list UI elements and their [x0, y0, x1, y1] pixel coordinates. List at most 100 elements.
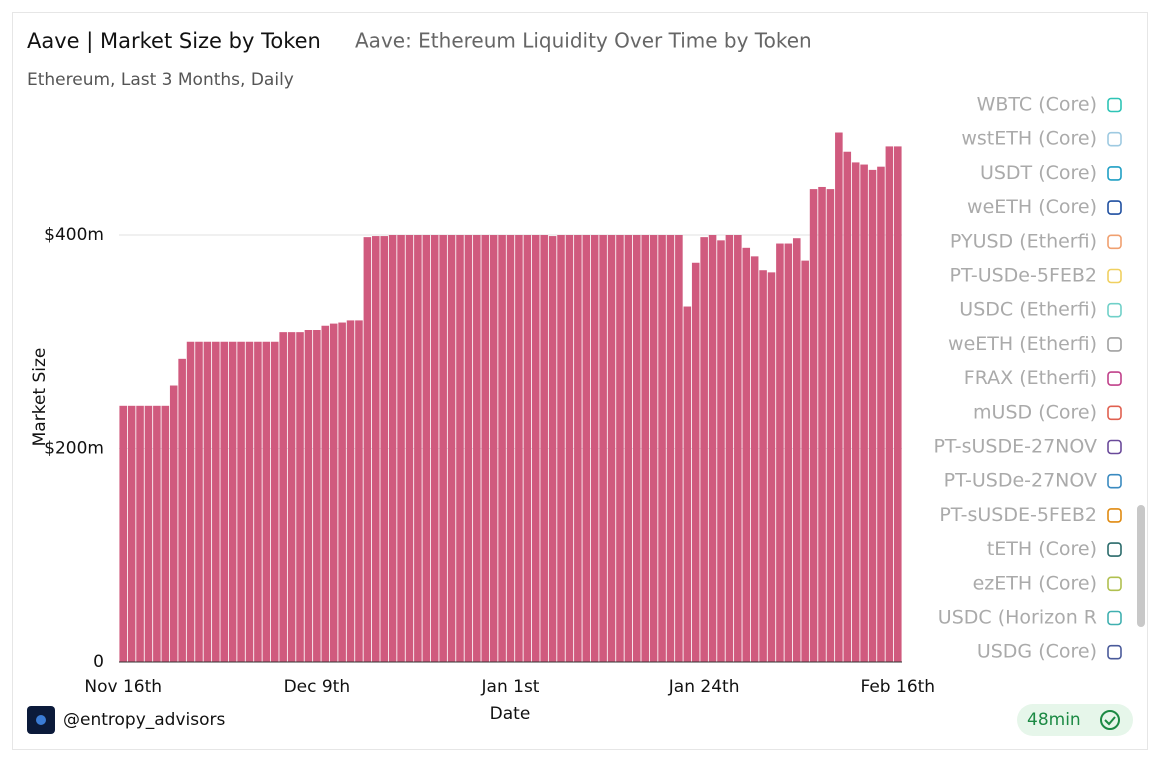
legend-swatch [1107, 439, 1122, 455]
x-axis-label: Date [490, 704, 531, 724]
bar [313, 330, 321, 662]
chart-description: Ethereum, Last 3 Months, Daily [27, 70, 294, 90]
legend-swatch [1107, 644, 1122, 660]
bar [649, 235, 658, 662]
bar [178, 358, 186, 662]
bar [691, 262, 700, 662]
bar [363, 237, 372, 662]
bar [372, 236, 380, 662]
bar [380, 236, 388, 662]
bar [136, 405, 144, 662]
bar [826, 189, 835, 662]
chart-subtitle: Aave: Ethereum Liquidity Over Time by To… [355, 29, 812, 53]
scrollbar[interactable] [1137, 505, 1145, 627]
bar [531, 235, 540, 662]
bar [540, 235, 548, 662]
legend-swatch [1107, 371, 1122, 386]
bar [321, 325, 330, 662]
bar [776, 243, 784, 663]
bar [144, 405, 153, 662]
legend-swatch [1107, 131, 1122, 147]
legend-swatch [1107, 166, 1122, 181]
y-tick-label: $200m [44, 439, 104, 459]
legend-label[interactable]: weETH (Core) [967, 196, 1097, 218]
bar [203, 341, 212, 662]
bar [666, 235, 675, 662]
bar [296, 332, 304, 662]
legend-label[interactable]: WBTC (Core) [977, 94, 1097, 116]
bar [590, 235, 599, 662]
legend-label[interactable]: PT-sUSDE-27NOV [933, 436, 1097, 458]
legend-label[interactable]: PYUSD (Etherfi) [950, 230, 1097, 252]
bar [658, 235, 666, 662]
legend-swatch [1107, 97, 1122, 113]
bar [127, 405, 136, 662]
bar [254, 341, 262, 662]
bar [708, 235, 717, 662]
bar [447, 235, 456, 662]
bar [414, 235, 422, 662]
bar [582, 235, 591, 662]
bar [868, 169, 877, 662]
legend-label[interactable]: tETH (Core) [987, 538, 1097, 560]
legend-label[interactable]: wstETH (Core) [961, 128, 1097, 150]
legend-label[interactable]: USDG (Core) [977, 641, 1097, 663]
bar [759, 270, 767, 662]
bar [750, 256, 759, 662]
legend-swatch [1107, 337, 1122, 352]
bar [422, 235, 431, 662]
x-tick-label: Jan 24th [668, 677, 740, 697]
legend-swatch [1107, 268, 1122, 284]
bar [161, 405, 170, 662]
legend-label[interactable]: PT-USDe-27NOV [944, 470, 1097, 492]
bar [717, 240, 725, 662]
bar [481, 235, 490, 662]
bar [624, 235, 633, 662]
bar [153, 405, 161, 662]
bar [742, 247, 751, 662]
bar [430, 235, 439, 662]
legend-label[interactable]: weETH (Etherfi) [948, 333, 1097, 355]
bar [346, 320, 355, 662]
bar [675, 235, 683, 662]
bar [700, 237, 708, 662]
legend-label[interactable]: PT-sUSDE-5FEB2 [939, 504, 1097, 526]
bar [388, 235, 397, 662]
legend-label[interactable]: USDC (Horizon R [938, 607, 1097, 629]
bar [220, 341, 229, 662]
x-tick-label: Jan 1st [481, 677, 540, 697]
bar [548, 236, 557, 662]
bar [304, 330, 313, 662]
bar [641, 235, 649, 662]
bar [119, 405, 127, 662]
bar [338, 322, 346, 662]
y-axis-label: Market Size [30, 348, 50, 447]
legend-label[interactable]: ezETH (Core) [973, 572, 1097, 594]
legend-swatch [1107, 302, 1122, 318]
legend-label[interactable]: USDT (Core) [980, 162, 1097, 184]
bar [683, 306, 692, 662]
bar [734, 235, 742, 662]
y-tick-label: $400m [44, 225, 104, 245]
legend-label[interactable]: PT-USDe-5FEB2 [950, 265, 1097, 287]
bar [355, 320, 363, 662]
author[interactable]: @entropy_advisors [63, 710, 226, 730]
bar [169, 385, 178, 662]
legend-label[interactable]: FRAX (Etherfi) [964, 367, 1097, 389]
bar [237, 341, 245, 662]
bar [616, 235, 624, 662]
legend-label[interactable]: USDC (Etherfi) [959, 299, 1097, 321]
logo-dot [36, 715, 46, 725]
legend-label[interactable]: mUSD (Core) [973, 401, 1097, 423]
bar [329, 323, 338, 662]
bar [894, 146, 902, 662]
bar [515, 235, 523, 662]
x-tick-label: Feb 16th [861, 677, 936, 697]
bar [506, 235, 515, 662]
bar [397, 235, 405, 662]
y-tick-label: 0 [93, 652, 104, 672]
bar [245, 341, 254, 662]
bar [557, 235, 565, 662]
bar [212, 341, 220, 662]
